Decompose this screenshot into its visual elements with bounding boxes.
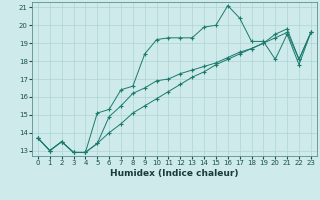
X-axis label: Humidex (Indice chaleur): Humidex (Indice chaleur) (110, 169, 239, 178)
